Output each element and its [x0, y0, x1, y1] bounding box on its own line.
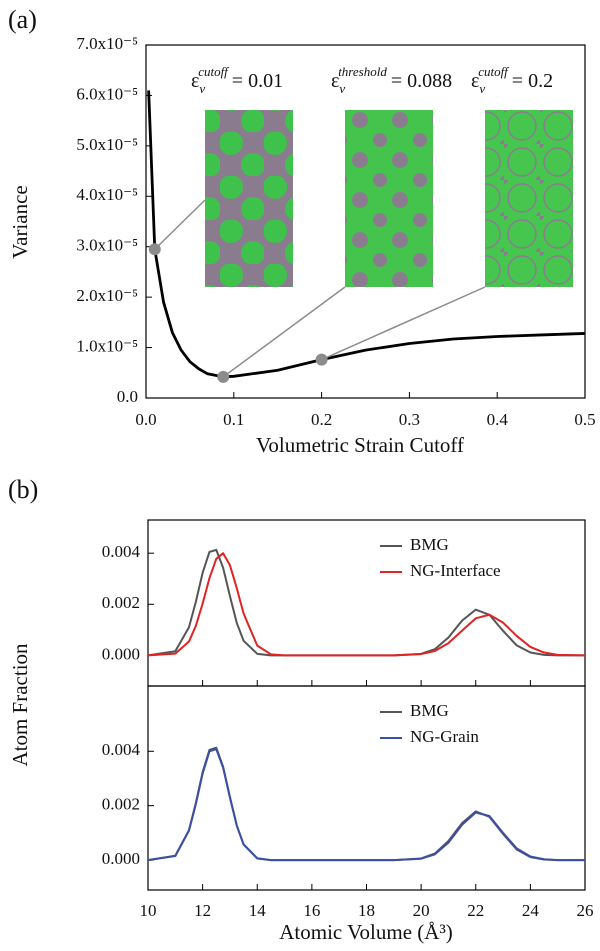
annotation-subscript: v [479, 81, 485, 96]
x-tick-label: 0.2 [311, 410, 332, 429]
annotation-symbol: ε [331, 70, 339, 92]
x-tick-label: 22 [467, 901, 484, 920]
plot-frame [145, 44, 586, 399]
y-tick-label: 0.000 [102, 644, 140, 663]
x-tick-label: 26 [577, 901, 594, 920]
annotation-text: = 0.2 [512, 70, 553, 92]
x-axis-label: Atomic Volume (Å³) [279, 920, 453, 944]
y-tick-label: 5.0x10⁻⁵ [76, 135, 138, 154]
legend-label: BMG [410, 535, 449, 554]
x-tick-label: 14 [249, 901, 267, 920]
inset-image [345, 110, 433, 287]
legend-label: NG-Interface [410, 561, 501, 580]
panel-label: (b) [8, 475, 38, 504]
x-tick-label: 0.5 [574, 410, 595, 429]
marker [315, 353, 328, 366]
marker [148, 243, 161, 256]
data-line [147, 748, 585, 862]
marker [217, 370, 230, 383]
connector [222, 286, 346, 378]
x-tick-label: 16 [303, 901, 320, 920]
x-tick-label: 18 [358, 901, 375, 920]
inset-image [485, 110, 573, 287]
x-tick-label: 24 [522, 901, 540, 920]
legend-label: NG-Grain [410, 727, 479, 746]
y-tick-label: 4.0x10⁻⁵ [76, 185, 138, 204]
data-line [147, 746, 585, 862]
x-tick-label: 0.1 [223, 410, 244, 429]
annotation-text: = 0.088 [391, 70, 452, 92]
y-tick-label: 0.000 [102, 849, 140, 868]
y-tick-label: 0.002 [102, 593, 140, 612]
annotation-symbol: ε [191, 70, 199, 92]
y-tick-label: 6.0x10⁻⁵ [76, 84, 138, 103]
annotation-subscript: v [339, 81, 345, 96]
y-axis-label: Atom Fraction [8, 643, 32, 767]
annotation-superscript: cutoff [198, 64, 230, 79]
panel-label: (a) [8, 5, 37, 34]
x-tick-label: 12 [194, 901, 211, 920]
x-tick-label: 0.3 [399, 410, 420, 429]
x-tick-label: 0.0 [135, 410, 156, 429]
annotation-subscript: v [199, 81, 205, 96]
y-tick-label: 7.0x10⁻⁵ [76, 34, 138, 53]
annotation: εv threshold = 0.088 [331, 64, 452, 96]
x-tick-label: 20 [413, 901, 430, 920]
y-tick-label: 0.0 [117, 387, 138, 406]
y-tick-label: 0.004 [102, 740, 141, 759]
annotation-symbol: ε [471, 70, 479, 92]
y-tick-label: 2.0x10⁻⁵ [76, 286, 138, 305]
connector [154, 199, 206, 250]
x-tick-label: 10 [140, 901, 157, 920]
annotation-superscript: threshold [338, 64, 387, 79]
legend-label: BMG [410, 701, 449, 720]
annotation: εv cutoff = 0.2 [471, 64, 553, 96]
inset-image [205, 110, 293, 287]
y-tick-label: 0.004 [102, 542, 141, 561]
connector [321, 286, 486, 361]
x-tick-label: 0.4 [487, 410, 509, 429]
y-tick-label: 0.002 [102, 795, 140, 814]
y-tick-label: 3.0x10⁻⁵ [76, 236, 138, 255]
annotation-text: = 0.01 [232, 70, 283, 92]
y-axis-label: Variance [8, 185, 32, 258]
y-tick-label: 1.0x10⁻⁵ [76, 336, 138, 355]
annotation-superscript: cutoff [478, 64, 510, 79]
x-axis-label: Volumetric Strain Cutoff [256, 433, 464, 457]
data-line [147, 552, 586, 657]
annotation: εv cutoff = 0.01 [191, 64, 283, 96]
plot-frame [147, 519, 586, 687]
